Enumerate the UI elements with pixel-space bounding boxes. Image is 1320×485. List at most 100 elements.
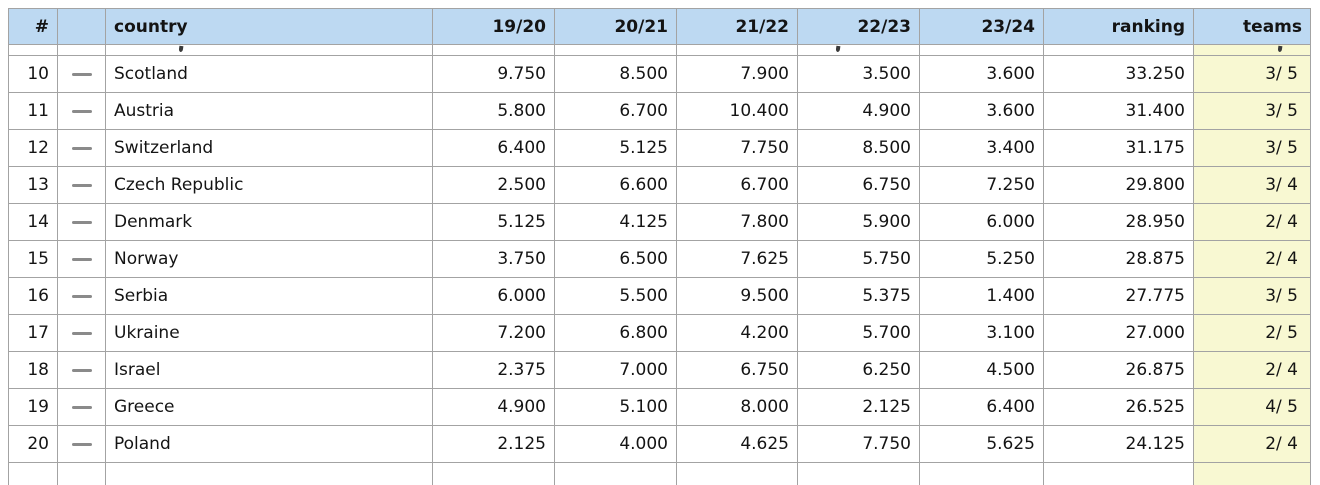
cell-season-2223: 7.750	[797, 425, 920, 463]
cell-ranking: 26.525	[1043, 388, 1194, 426]
cell-season-2122: 4.625	[676, 425, 798, 463]
cell-season-2223: 5.375	[797, 277, 920, 315]
cell-season-2021: 5.500	[554, 277, 677, 315]
cell-season-2223: 5.750	[797, 240, 920, 278]
cell-trend	[57, 314, 106, 352]
cell-ranking: 31.400	[1043, 92, 1194, 130]
cell-teams: 3/ 5	[1193, 129, 1311, 167]
header-country: country	[105, 8, 433, 45]
cell-country: Ukraine	[105, 314, 433, 352]
header-row: # country 19/20 20/21 21/22 22/23 23/24 …	[8, 8, 1311, 45]
cell-teams: 2/ 4	[1193, 425, 1311, 463]
clipped-cell	[57, 44, 106, 56]
header-season-2122: 21/22	[676, 8, 798, 45]
table-row: 18 Israel 2.375 7.000 6.750 6.250 4.500 …	[8, 351, 1311, 389]
cell-rank: 15	[8, 240, 58, 278]
cell-season-2122: 7.750	[676, 129, 798, 167]
cell-trend	[57, 92, 106, 130]
cell-country: Scotland	[105, 55, 433, 93]
cell-season-2021: 5.100	[554, 388, 677, 426]
header-season-2223: 22/23	[797, 8, 920, 45]
cell-season-2324: 3.600	[919, 92, 1044, 130]
clipped-cell	[1193, 44, 1311, 56]
cell-season-2324: 7.250	[919, 166, 1044, 204]
cell-season-1920: 7.200	[432, 314, 555, 352]
clipped-text-fragment	[1277, 45, 1283, 53]
cell-rank: 12	[8, 129, 58, 167]
cell-season-1920: 5.125	[432, 203, 555, 241]
cell-season-2223: 6.250	[797, 351, 920, 389]
no-change-icon	[71, 220, 92, 224]
header-season-1920: 19/20	[432, 8, 555, 45]
no-change-icon	[71, 183, 92, 187]
cell-season-2021: 4.000	[554, 425, 677, 463]
cell-rank: 14	[8, 203, 58, 241]
clipped-cell	[57, 462, 106, 485]
clipped-cell	[919, 462, 1044, 485]
cell-trend	[57, 277, 106, 315]
cell-season-2223: 3.500	[797, 55, 920, 93]
cell-country: Denmark	[105, 203, 433, 241]
cell-season-2223: 5.900	[797, 203, 920, 241]
cell-trend	[57, 55, 106, 93]
cell-teams: 4/ 5	[1193, 388, 1311, 426]
cell-trend	[57, 351, 106, 389]
cell-season-2021: 7.000	[554, 351, 677, 389]
cell-rank: 19	[8, 388, 58, 426]
clipped-cell	[1043, 462, 1194, 485]
clipped-cell	[554, 44, 677, 56]
clipped-cell	[554, 462, 677, 485]
cell-season-2223: 6.750	[797, 166, 920, 204]
clipped-cell	[105, 462, 433, 485]
cell-trend	[57, 129, 106, 167]
cell-teams: 3/ 5	[1193, 277, 1311, 315]
cell-ranking: 24.125	[1043, 425, 1194, 463]
cell-season-1920: 9.750	[432, 55, 555, 93]
cell-country: Israel	[105, 351, 433, 389]
clipped-text-fragment	[835, 45, 841, 53]
header-trend	[57, 8, 106, 45]
clipped-cell	[797, 462, 920, 485]
cell-season-2021: 6.600	[554, 166, 677, 204]
cell-season-2122: 6.700	[676, 166, 798, 204]
cell-season-1920: 4.900	[432, 388, 555, 426]
cell-teams: 2/ 4	[1193, 240, 1311, 278]
cell-season-2324: 1.400	[919, 277, 1044, 315]
cell-season-2324: 5.625	[919, 425, 1044, 463]
cell-season-2122: 6.750	[676, 351, 798, 389]
table-row: 16 Serbia 6.000 5.500 9.500 5.375 1.400 …	[8, 277, 1311, 315]
clipped-cell	[1193, 462, 1311, 485]
cell-country: Norway	[105, 240, 433, 278]
table-row: 20 Poland 2.125 4.000 4.625 7.750 5.625 …	[8, 425, 1311, 463]
cell-teams: 3/ 5	[1193, 55, 1311, 93]
uefa-country-ranking-table: # country 19/20 20/21 21/22 22/23 23/24 …	[8, 8, 1311, 485]
cell-country: Switzerland	[105, 129, 433, 167]
cell-teams: 2/ 4	[1193, 203, 1311, 241]
no-change-icon	[71, 257, 92, 261]
clipped-cell	[432, 462, 555, 485]
cell-rank: 16	[8, 277, 58, 315]
cell-season-2021: 6.500	[554, 240, 677, 278]
cell-season-2324: 3.600	[919, 55, 1044, 93]
clipped-cell	[919, 44, 1044, 56]
cell-season-2021: 4.125	[554, 203, 677, 241]
clipped-cell	[1043, 44, 1194, 56]
cell-season-2122: 7.625	[676, 240, 798, 278]
cell-season-1920: 2.125	[432, 425, 555, 463]
cell-season-2324: 3.100	[919, 314, 1044, 352]
cell-country: Greece	[105, 388, 433, 426]
header-ranking: ranking	[1043, 8, 1194, 45]
cell-ranking: 26.875	[1043, 351, 1194, 389]
cell-country: Czech Republic	[105, 166, 433, 204]
cell-trend	[57, 240, 106, 278]
clipped-cell	[676, 44, 798, 56]
no-change-icon	[71, 72, 92, 76]
cell-season-2223: 5.700	[797, 314, 920, 352]
no-change-icon	[71, 294, 92, 298]
table-row: 11 Austria 5.800 6.700 10.400 4.900 3.60…	[8, 92, 1311, 130]
cell-ranking: 28.950	[1043, 203, 1194, 241]
no-change-icon	[71, 146, 92, 150]
cell-season-2122: 10.400	[676, 92, 798, 130]
cell-season-2324: 3.400	[919, 129, 1044, 167]
cell-season-2021: 6.700	[554, 92, 677, 130]
